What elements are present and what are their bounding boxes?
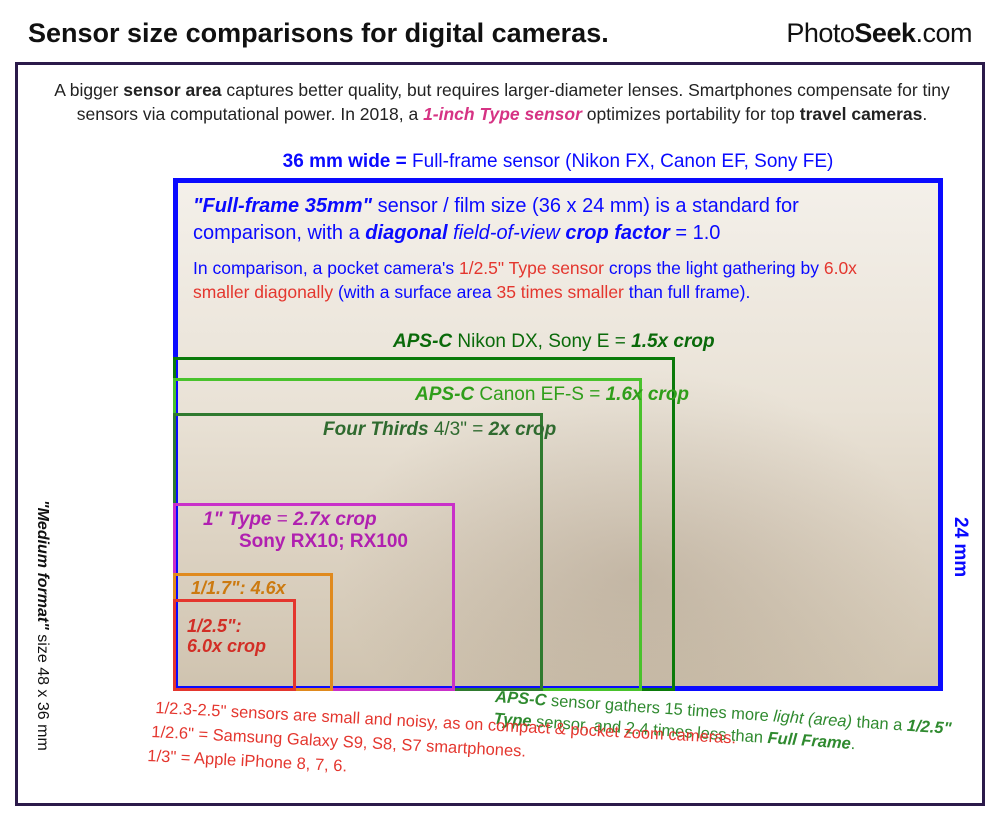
label-apsc-canon: APS-C Canon EF-S = 1.6x crop xyxy=(415,384,689,406)
logo-part-2: Seek xyxy=(854,18,915,48)
fullframe-width-label: 36 mm wide = Full-frame sensor (Nikon FX… xyxy=(173,151,943,173)
label-1-17: 1/1.7": 4.6x xyxy=(191,578,286,599)
label-one-inch: 1" Type = 2.7x crop Sony RX10; RX100 xyxy=(203,509,408,553)
logo-part-3: .com xyxy=(915,18,972,48)
logo-part-1: Photo xyxy=(786,18,854,48)
label-apsc-nikon: APS-C Nikon DX, Sony E = 1.5x crop xyxy=(393,331,715,353)
medium-format-label: "Medium format" size 48 x 36 mm xyxy=(30,465,54,785)
page-title: Sensor size comparisons for digital came… xyxy=(28,18,609,49)
label-fourthirds: Four Thirds 4/3" = 2x crop xyxy=(323,419,556,441)
site-logo: PhotoSeek.com xyxy=(786,18,972,49)
label-1-25: 1/2.5": 6.0x crop xyxy=(187,617,266,657)
intro-paragraph: A bigger sensor area captures better qua… xyxy=(42,79,962,126)
header-row: Sensor size comparisons for digital came… xyxy=(0,0,1000,59)
infographic-frame: A bigger sensor area captures better qua… xyxy=(15,62,985,806)
fullframe-description: "Full-frame 35mm" sensor / film size (36… xyxy=(193,193,913,304)
